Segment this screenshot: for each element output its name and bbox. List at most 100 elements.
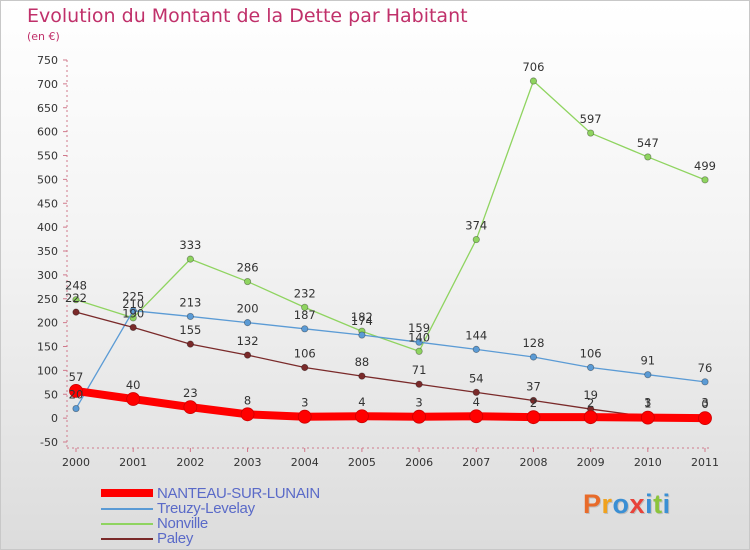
y-tick-label: 600 xyxy=(37,126,58,139)
x-tick-label: 2005 xyxy=(348,456,376,469)
data-label-nanteau-sur-lunain: 4 xyxy=(358,395,365,409)
data-label-nanteau-sur-lunain: 1 xyxy=(644,397,651,411)
x-tick-label: 2002 xyxy=(176,456,204,469)
y-tick-label: 300 xyxy=(37,269,58,282)
data-label-nanteau-sur-lunain: 2 xyxy=(530,396,537,410)
data-label-nonville: 547 xyxy=(637,136,659,150)
data-point-treuzy-levelay xyxy=(472,345,480,353)
y-tick-label: 650 xyxy=(37,102,58,115)
data-label-nonville: 182 xyxy=(351,310,373,324)
x-tick-label: 2006 xyxy=(405,456,433,469)
legend-label-nonville: Nonville xyxy=(157,515,208,532)
proxiti-logo: Proxiti xyxy=(583,489,671,519)
y-tick-label: 500 xyxy=(37,173,58,186)
data-point-treuzy-levelay xyxy=(301,325,309,333)
data-point-nonville xyxy=(472,235,480,244)
data-label-nonville: 248 xyxy=(65,279,87,293)
data-point-treuzy-levelay xyxy=(129,307,137,315)
x-tick-label: 2007 xyxy=(462,456,490,469)
data-point-treuzy-levelay xyxy=(186,312,194,321)
data-point-paley xyxy=(472,388,480,396)
y-tick-label: 250 xyxy=(37,293,58,306)
data-point-paley xyxy=(358,372,366,380)
data-point-nonville xyxy=(243,277,252,286)
legend-item-paley: Paley xyxy=(101,530,401,547)
y-tick-label: 150 xyxy=(37,341,58,354)
data-point-nanteau-sur-lunain xyxy=(412,409,426,424)
data-point-paley xyxy=(301,363,309,372)
data-point-nonville xyxy=(72,296,80,304)
legend-swatch-paley xyxy=(101,538,153,540)
data-label-nonville: 140 xyxy=(408,330,430,344)
data-label-treuzy-levelay: 159 xyxy=(408,321,430,335)
x-tick-label: 2004 xyxy=(291,456,319,469)
data-point-nanteau-sur-lunain xyxy=(69,384,83,398)
data-label-paley: 132 xyxy=(237,334,259,348)
chart-axes: -500501001502002503003504004505005506006… xyxy=(37,54,719,469)
data-point-paley xyxy=(243,351,252,359)
data-label-paley: 222 xyxy=(65,291,87,305)
data-label-nonville: 597 xyxy=(580,112,602,126)
data-label-paley: 19 xyxy=(583,388,598,402)
y-tick-label: 750 xyxy=(37,54,58,67)
data-label-nonville: 499 xyxy=(694,159,716,173)
data-point-nanteau-sur-lunain xyxy=(526,410,541,425)
data-label-nanteau-sur-lunain: 0 xyxy=(701,397,708,411)
data-point-nanteau-sur-lunain xyxy=(469,409,484,424)
data-point-nanteau-sur-lunain xyxy=(698,411,712,426)
legend-item-nonville: Nonville xyxy=(101,515,401,532)
data-label-paley: 71 xyxy=(412,363,427,377)
y-tick-label: 350 xyxy=(37,245,58,258)
y-tick-label: 100 xyxy=(37,364,58,377)
data-label-nanteau-sur-lunain: 3 xyxy=(301,396,308,410)
data-point-treuzy-levelay xyxy=(72,404,80,413)
legend-swatch-treuzy-levelay xyxy=(101,508,153,510)
data-point-paley xyxy=(529,396,538,405)
series-line-nonville xyxy=(75,80,706,352)
data-point-nonville xyxy=(301,303,309,311)
x-tick-label: 2000 xyxy=(62,456,90,469)
data-point-treuzy-levelay xyxy=(358,331,366,339)
chart-title: Evolution du Montant de la Dette par Hab… xyxy=(27,5,468,27)
data-label-nonville: 232 xyxy=(294,286,316,300)
data-label-paley: 3 xyxy=(644,396,651,410)
data-label-nanteau-sur-lunain: 40 xyxy=(126,378,141,392)
data-label-paley: 190 xyxy=(122,306,144,320)
data-label-treuzy-levelay: 187 xyxy=(294,308,316,322)
data-point-paley xyxy=(186,340,194,348)
legend-label-nanteau-sur-lunain: NANTEAU-SUR-LUNAIN xyxy=(157,485,320,502)
data-label-treuzy-levelay: 213 xyxy=(179,295,201,309)
series-line-nanteau-sur-lunain xyxy=(72,386,709,423)
data-point-nonville xyxy=(129,314,137,322)
legend-label-treuzy-levelay: Treuzy-Levelay xyxy=(157,500,255,517)
data-point-treuzy-levelay xyxy=(243,319,252,327)
data-label-treuzy-levelay: 225 xyxy=(122,290,144,304)
data-label-treuzy-levelay: 106 xyxy=(580,347,602,361)
data-label-nanteau-sur-lunain: 2 xyxy=(587,396,594,410)
data-label-nanteau-sur-lunain: 4 xyxy=(473,395,480,409)
data-point-treuzy-levelay xyxy=(644,371,652,379)
data-label-treuzy-levelay: 200 xyxy=(237,302,259,316)
chart-data-labels: 2482103332862321821403747065975474992022… xyxy=(65,60,716,411)
data-label-treuzy-levelay: 174 xyxy=(351,314,373,328)
series-line-treuzy-levelay xyxy=(75,310,706,410)
y-tick-label: 200 xyxy=(37,317,58,330)
legend-item-treuzy-levelay: Treuzy-Levelay xyxy=(101,500,401,517)
x-tick-label: 2003 xyxy=(234,456,262,469)
data-point-nonville xyxy=(186,255,194,263)
data-point-treuzy-levelay xyxy=(701,378,709,386)
data-label-paley: 106 xyxy=(294,347,316,361)
series-line-paley xyxy=(75,311,706,418)
data-label-nanteau-sur-lunain: 23 xyxy=(183,386,198,400)
y-tick-label: 400 xyxy=(37,221,58,234)
data-point-nanteau-sur-lunain xyxy=(583,410,598,425)
data-label-treuzy-levelay: 20 xyxy=(69,388,84,402)
data-label-nonville: 333 xyxy=(179,238,201,252)
legend-label-paley: Paley xyxy=(157,530,194,547)
x-tick-label: 2001 xyxy=(119,456,147,469)
data-label-paley: 155 xyxy=(179,323,201,337)
data-label-nonville: 374 xyxy=(465,219,487,233)
y-tick-label: 450 xyxy=(37,197,58,210)
data-label-nonville: 210 xyxy=(122,297,144,311)
